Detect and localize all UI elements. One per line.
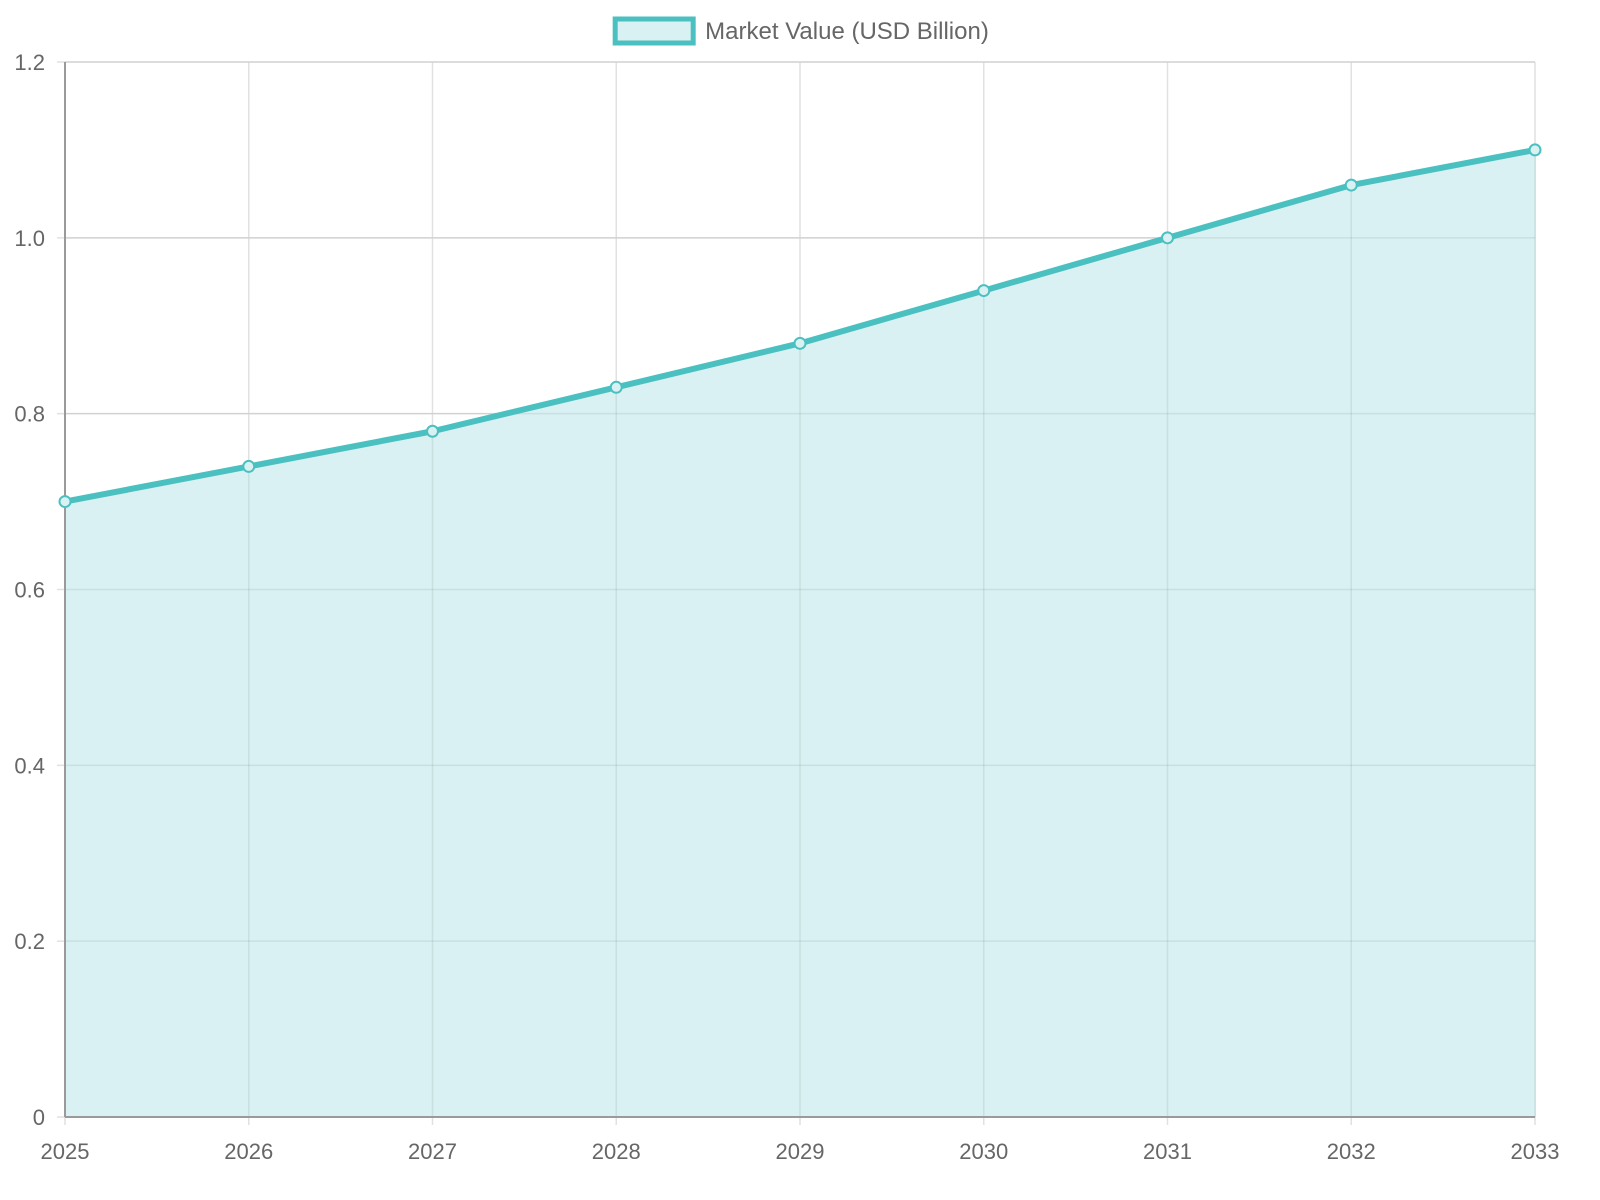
x-tick-label: 2032	[1327, 1139, 1376, 1164]
legend-swatch[interactable]	[612, 16, 696, 46]
x-tick-label: 2033	[1511, 1139, 1560, 1164]
x-tick-label: 2030	[959, 1139, 1008, 1164]
x-tick-label: 2026	[224, 1139, 273, 1164]
legend[interactable]: Market Value (USD Billion)	[612, 16, 989, 46]
data-points-layer	[58, 143, 1542, 509]
data-point[interactable]	[1528, 143, 1542, 157]
y-tick-label: 0.6	[14, 578, 45, 603]
x-tick-label: 2027	[408, 1139, 457, 1164]
legend-label[interactable]: Market Value (USD Billion)	[705, 18, 989, 45]
y-tick-label: 1.2	[14, 50, 45, 75]
data-point[interactable]	[1161, 231, 1174, 245]
area-fill	[65, 149, 1535, 1117]
y-tick-label: 0.8	[14, 402, 45, 427]
x-tick-label: 2031	[1143, 1139, 1192, 1164]
x-axis-tick-labels: 2025 2026 2027 2028 2029 2030 2031 2032 2033	[41, 1139, 1560, 1164]
y-tick-label: 0.2	[14, 929, 45, 954]
data-point[interactable]	[1344, 178, 1358, 192]
data-point[interactable]	[793, 336, 807, 350]
y-tick-label: 1.0	[14, 226, 45, 251]
x-tick-label: 2029	[776, 1139, 825, 1164]
y-axis-tick-labels: 0 0.2 0.4 0.6 0.8 1.0 1.2	[14, 50, 45, 1130]
x-tick-label: 2028	[592, 1139, 641, 1164]
data-point[interactable]	[58, 495, 72, 509]
axes	[64, 62, 1535, 1118]
y-tick-label: 0.4	[14, 753, 45, 778]
data-point[interactable]	[977, 284, 991, 298]
data-point[interactable]	[242, 459, 256, 473]
y-tick-label: 0	[33, 1105, 45, 1130]
data-point[interactable]	[426, 424, 439, 438]
data-point[interactable]	[609, 380, 623, 394]
x-tick-label: 2025	[41, 1139, 90, 1164]
